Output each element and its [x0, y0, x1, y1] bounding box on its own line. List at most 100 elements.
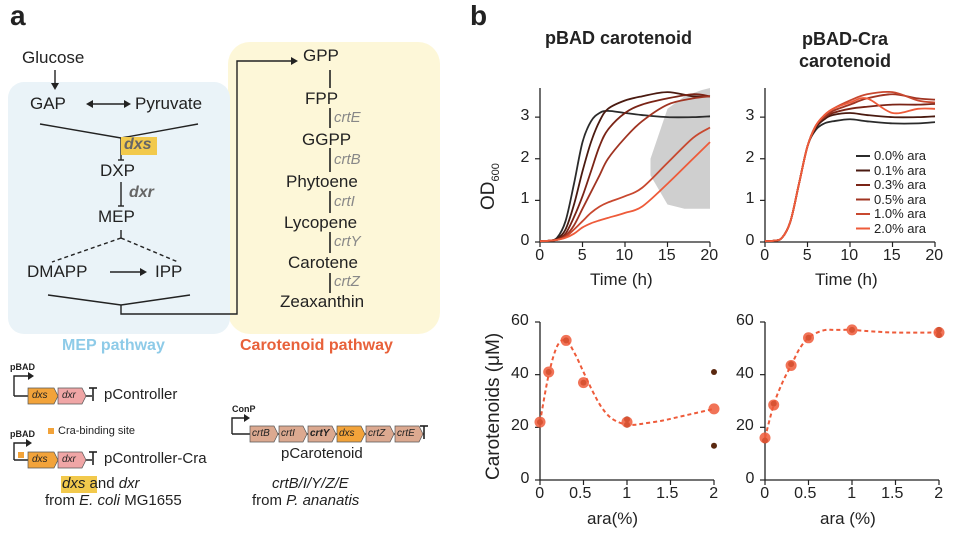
caro1-xtick-label: 1 [622, 485, 632, 502]
origin-and: and [85, 475, 119, 492]
growth2-ytick-label: 1 [745, 190, 755, 208]
conp-promoter-label: ConP [232, 404, 256, 414]
caro1-xtick-label: 0 [535, 485, 545, 502]
ipp-label: IPP [155, 262, 183, 281]
gene-dxs: dxs [32, 390, 48, 401]
series-line-20ara [764, 97, 936, 243]
dxs-highlight-origin [61, 476, 97, 493]
caro1-ytick-label: 0 [520, 470, 530, 487]
mean-point [534, 416, 546, 428]
origin-right-line2: from P. ananatis [252, 492, 359, 509]
gene-dxr: dxr [62, 390, 76, 401]
mean-point [578, 377, 589, 389]
caro2-xtick-label: 0 [760, 485, 770, 502]
growth1-xtick-label: 20 [700, 247, 719, 264]
gene-box-crtB [249, 425, 279, 443]
arrowhead [51, 83, 59, 90]
gene-box-crtE [394, 425, 424, 443]
growth-chart-pbad [535, 88, 711, 247]
origin-gene-dxs: dxs [62, 475, 86, 492]
gene-box-crtZ [365, 425, 395, 443]
caro2-ytick-label: 60 [736, 312, 754, 329]
enzyme-crtb: crtB [334, 151, 361, 168]
growth1-ytick-label: 0 [520, 232, 530, 249]
legend-label: 0.1% ara [874, 162, 927, 178]
growth2-xtick-label: 20 [925, 247, 944, 264]
mean-point [759, 432, 771, 444]
origin-left-line2: from E. coli MG1655 [45, 492, 182, 509]
carotenoid-pathway-title: Carotenoid pathway [240, 337, 393, 354]
gene-box-dxs [336, 425, 366, 443]
growth2-xtick-label: 5 [802, 247, 812, 264]
series-line-00ara [539, 109, 711, 243]
origin-species-ecoli: E. coli [79, 492, 121, 509]
mean-point [708, 403, 720, 415]
growth1-ytick-label: 3 [520, 107, 530, 125]
growth1-ytick-label: 2 [520, 148, 530, 166]
caro2-xtick-label: 0.5 [794, 485, 817, 502]
gene-label-dxs: dxs [339, 428, 355, 439]
arrowhead [86, 100, 93, 108]
dxp-label: DXP [100, 161, 135, 180]
caro1-ytick-label: 40 [511, 364, 529, 382]
origin-strain: MG1655 [120, 492, 182, 509]
panel-label-a: a [10, 0, 26, 31]
growth1-xtick-label: 15 [657, 247, 676, 264]
dxs-highlight [121, 137, 157, 155]
series-line-20ara [539, 141, 711, 243]
legend-label: 0.3% ara [874, 177, 927, 192]
pyruvate-label: Pyruvate [135, 94, 203, 113]
caro2-ytick-label: 0 [745, 470, 755, 487]
carotenoid-chart-pbad-cra [759, 321, 945, 485]
dxr-enzyme-label: dxr [129, 184, 154, 201]
gap-label: GAP [30, 94, 66, 113]
replicate-point [711, 369, 717, 376]
gene-label-crtY: crtY [310, 428, 330, 439]
enzyme-crti: crtI [334, 193, 355, 210]
origin-right-genes: crtB/I/Y/Z/E [272, 475, 349, 492]
enzyme-crty: crtY [334, 233, 361, 250]
carotenoid-ylabel: Carotenoids (μM) [483, 332, 504, 480]
glucose-label: Glucose [22, 48, 85, 67]
origin-gene-dxr: dxr [118, 475, 140, 492]
gene-label-crtI: crtI [281, 428, 295, 439]
growth2-ytick-label: 3 [745, 107, 755, 125]
dmapp-label: DMAPP [27, 262, 88, 281]
growth2-ytick-label: 2 [745, 148, 755, 166]
caro2-xtick-label: 1.5 [881, 485, 904, 502]
metabolite-gpp: GPP [303, 46, 339, 65]
variability-band [650, 88, 710, 209]
mean-point [785, 359, 797, 371]
gene-box-crtY [307, 425, 337, 443]
gene-label-crtE: crtE [397, 428, 415, 439]
fit-curve [539, 338, 715, 426]
pbad-promoter-label-2: pBAD [10, 429, 35, 439]
cra-binding-site-label: Cra-binding site [58, 425, 136, 437]
mep-pathway-box [8, 82, 230, 334]
growth2-ytick-label: 0 [745, 232, 755, 249]
od-label: OD [478, 181, 499, 211]
pcontroller-construct [13, 372, 97, 405]
legend [856, 155, 870, 230]
legend-label: 2.0% ara [874, 220, 927, 236]
mean-point [560, 334, 572, 346]
caro1-xtick-label: 0.5 [569, 485, 592, 502]
metabolite-lycopene: Lycopene [284, 213, 358, 232]
od-subscript: 600 [489, 163, 502, 182]
metabolite-fpp: FPP [305, 89, 339, 108]
replicate-point [711, 442, 717, 449]
caro2-xtick-label: 2 [934, 485, 944, 502]
growth1-xtick-label: 10 [615, 247, 634, 264]
gene-label-crtB: crtB [252, 428, 270, 439]
gene-dxr-2: dxr [62, 454, 76, 465]
caro1-xtick-label: 2 [709, 485, 719, 502]
growth1-xtick-label: 5 [577, 247, 587, 264]
metabolite-carotene: Carotene [288, 253, 358, 272]
carotenoid-pathway-box [228, 42, 440, 334]
origin-left-line1: dxs and dxr [62, 475, 140, 492]
legend-label: 0.0% ara [874, 148, 927, 163]
pcarotenoid-construct [231, 414, 428, 443]
gene-dxs-2: dxs [32, 454, 48, 465]
mean-point [803, 332, 814, 344]
